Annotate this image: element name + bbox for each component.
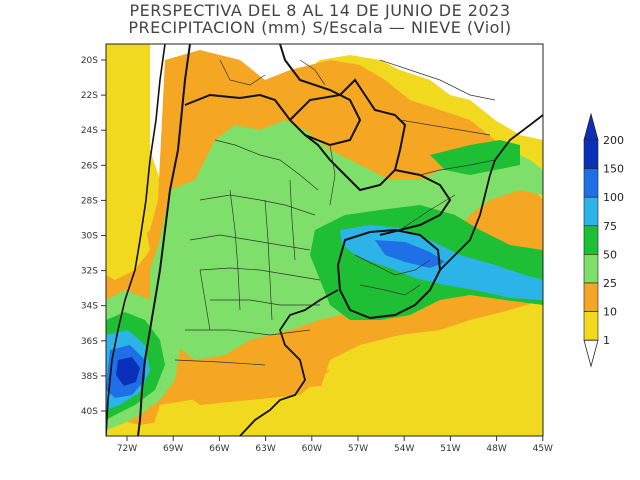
colorbar-top-arrow xyxy=(583,112,599,141)
lon-tick-label: 63W xyxy=(255,444,275,454)
colorbar-label: 100 xyxy=(603,191,624,204)
lon-tick-label: 51W xyxy=(440,444,460,454)
lon-tick-label: 69W xyxy=(163,444,183,454)
province-lines xyxy=(174,139,336,366)
lat-tick-label: 28S xyxy=(81,196,98,206)
precip-150mm-area xyxy=(375,240,445,268)
lat-tick-label: 32S xyxy=(81,267,98,277)
colorbar-segment xyxy=(583,254,599,284)
lat-tick-label: 34S xyxy=(81,302,98,312)
lon-tick-label: 45W xyxy=(533,444,553,454)
andes-200mm-area xyxy=(116,357,140,386)
lat-tick-label: 24S xyxy=(81,126,98,136)
lon-tick-label: 48W xyxy=(486,444,506,454)
uruguay-border xyxy=(336,228,442,320)
colorbar-label: 1 xyxy=(603,334,610,347)
lat-tick-label: 26S xyxy=(81,161,98,171)
lat-tick-label: 40S xyxy=(81,407,98,417)
map-frame xyxy=(105,43,544,437)
lon-tick-label: 72W xyxy=(117,444,137,454)
lat-tick-label: 22S xyxy=(81,91,98,101)
latitude-axis: 20S 22S 24S 26S 28S 30S 32S 34S 36S 38S 40S xyxy=(81,56,106,417)
precipitation-field xyxy=(106,44,543,436)
neighbor-internal-lines xyxy=(219,59,496,296)
colorbar-label: 50 xyxy=(603,248,617,261)
patagonia-25mm-area xyxy=(180,370,330,405)
colorbar-label: 150 xyxy=(603,163,624,176)
lat-tick-label: 36S xyxy=(81,337,98,347)
map-title: PERSPECTIVA DEL 8 AL 14 DE JUNIO DE 2023 xyxy=(129,1,511,20)
colorbar-segment xyxy=(583,225,599,255)
lat-tick-label: 38S xyxy=(81,372,98,382)
colorbar-label: 10 xyxy=(603,306,617,319)
paraguay-border xyxy=(289,78,407,192)
lon-tick-label: 57W xyxy=(348,444,368,454)
colorbar-segment xyxy=(583,139,599,169)
colorbar-segment xyxy=(583,168,599,198)
lat-tick-label: 20S xyxy=(81,56,98,66)
colorbar-segment xyxy=(583,196,599,227)
legend-colorbar: 200 150 100 75 50 25 10 1 xyxy=(583,112,624,368)
colorbar-label: 200 xyxy=(603,134,624,147)
patagonia-10mm-area xyxy=(150,330,543,436)
colorbar-label: 25 xyxy=(603,277,617,290)
lon-tick-label: 60W xyxy=(302,444,322,454)
precip-75mm-coast-area xyxy=(430,140,520,175)
lat-tick-label: 30S xyxy=(81,232,98,242)
colorbar-label: 75 xyxy=(603,220,617,233)
lon-tick-label: 54W xyxy=(394,444,414,454)
colorbar-bottom-arrow xyxy=(583,339,599,368)
longitude-axis: 72W 69W 66W 63W 60W 57W 54W 51W 48W 45W xyxy=(117,436,553,454)
lon-tick-label: 66W xyxy=(209,444,229,454)
colorbar-segment xyxy=(583,282,599,312)
map-subtitle: PRECIPITACION (mm) S/Escala — NIEVE (Vio… xyxy=(128,18,512,37)
pacific-coastline xyxy=(106,44,166,436)
boundaries xyxy=(106,44,543,436)
andes-border xyxy=(137,44,191,436)
colorbar-segment xyxy=(583,311,599,341)
misiones-border xyxy=(379,169,452,236)
brazil-coastline xyxy=(439,114,543,271)
atlantic-coastline xyxy=(239,289,339,436)
northwest-light-area xyxy=(106,225,150,280)
